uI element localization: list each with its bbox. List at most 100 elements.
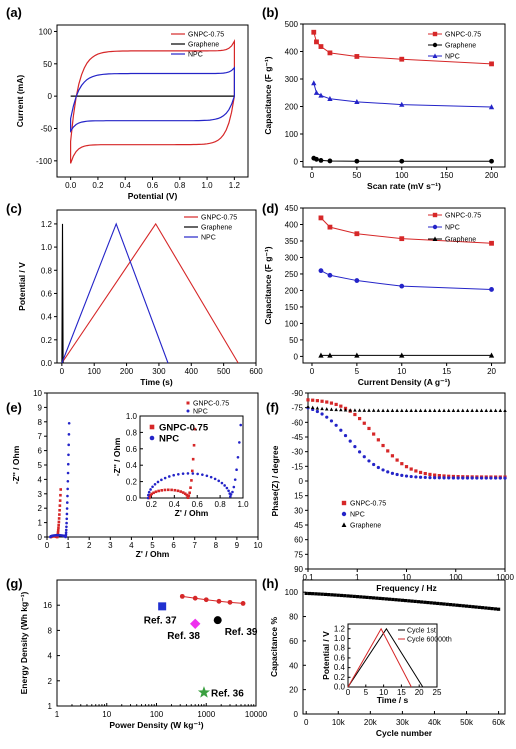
x-tick-label: 1.2	[229, 181, 241, 190]
y-tick-label: 400	[285, 48, 299, 57]
y-tick-label: 0	[294, 158, 299, 167]
data-point	[397, 598, 401, 602]
data-point	[390, 471, 395, 475]
legend-label: GNPC-0.75	[188, 32, 224, 39]
data-point	[381, 408, 385, 412]
inset-x-tick-label: 20	[415, 688, 424, 697]
data-point	[311, 592, 315, 596]
data-point	[489, 476, 493, 480]
data-point	[311, 80, 317, 86]
data-point	[376, 465, 380, 470]
data-point	[404, 598, 408, 603]
inset-point	[187, 494, 191, 497]
data-point	[394, 598, 398, 602]
data-point	[306, 398, 310, 402]
inset-point	[186, 496, 190, 500]
y-tick-label: -75	[291, 404, 303, 413]
y-tick-label: 500	[285, 20, 299, 29]
y-tick-label: 1	[48, 702, 53, 711]
data-point	[475, 476, 479, 480]
x-tick-label: 6	[171, 541, 176, 550]
y-tick-label: 1.0	[41, 243, 53, 252]
data-point	[327, 352, 333, 358]
y-tick-label: 30	[294, 506, 303, 515]
data-point	[399, 56, 405, 62]
data-point	[418, 470, 423, 475]
legend-label: NPC	[350, 512, 365, 519]
inset-point	[232, 485, 236, 489]
inset-y-tick-label: 0.8	[334, 644, 346, 653]
y-tick-label: 20	[289, 686, 298, 695]
inset-x-tick-label: 0.6	[192, 500, 204, 509]
y-tick-label: 0	[38, 533, 43, 542]
data-point	[498, 408, 503, 413]
y-tick-label: 45	[294, 521, 303, 530]
data-point	[461, 408, 465, 413]
data-point	[400, 462, 404, 466]
x-tick-label: 300	[152, 367, 166, 376]
reference-marker	[190, 618, 201, 629]
x-tick-label: 0.8	[174, 181, 186, 190]
data-point	[488, 352, 495, 358]
y-tick-label: 80	[289, 613, 298, 622]
data-point	[327, 95, 333, 101]
reference-marker	[213, 616, 222, 625]
legend-label: GNPC-0.75	[445, 32, 481, 39]
data-point	[376, 408, 381, 412]
data-point	[367, 426, 371, 431]
inset-point	[190, 479, 193, 482]
data-point	[192, 595, 198, 601]
data-point	[489, 408, 493, 413]
legend-label: GNPC-0.75	[350, 501, 386, 508]
data-point	[480, 606, 485, 610]
data-point	[448, 603, 453, 607]
y-tick-label: 3	[38, 490, 43, 499]
y-tick-label: 100	[285, 319, 299, 328]
data-point	[470, 476, 474, 480]
y-tick-label: 100	[39, 27, 53, 36]
data-point	[66, 487, 69, 491]
legend-label: NPC	[445, 225, 460, 232]
x-axis-title: Z' / Ohm	[136, 549, 170, 559]
inset-point	[150, 492, 154, 496]
inset-x-axis-title: Z' / Ohm	[175, 508, 209, 518]
data-point	[368, 596, 372, 600]
data-point	[489, 240, 494, 246]
x-tick-label: 2	[87, 541, 92, 550]
data-point	[66, 471, 70, 475]
inset-point	[181, 491, 185, 494]
x-tick-label: 10	[397, 367, 406, 376]
inset-y-tick-label: 0.0	[126, 494, 138, 503]
data-point	[436, 601, 440, 606]
y-tick-label: 400	[285, 220, 299, 229]
legend-label: GNPC-0.75	[201, 215, 237, 222]
panel-g: 1 10 100 1000 10000 1 2 4 8 16 Power Density (W kg…	[6, 576, 268, 730]
inset-point	[157, 489, 160, 493]
y-tick-label: 450	[285, 204, 299, 213]
legend-marker	[432, 212, 438, 218]
y-tick-label: 0.0	[41, 359, 53, 368]
data-point	[65, 517, 69, 521]
data-point	[310, 405, 315, 409]
data-point	[314, 39, 319, 45]
cv-curve	[70, 66, 235, 134]
y-tick-label: 60	[294, 536, 303, 545]
y-tick-label: 2	[48, 677, 53, 686]
x-tick-label: 0.6	[147, 181, 159, 190]
x-tick-label: 40k	[428, 718, 442, 727]
y-tick-label: 300	[285, 253, 299, 262]
data-point	[416, 600, 421, 604]
data-point	[488, 104, 495, 110]
data-point	[320, 592, 324, 596]
y-tick-label: 300	[285, 75, 299, 84]
data-point	[323, 592, 328, 596]
data-point	[423, 408, 428, 413]
x-tick-label: 200	[120, 367, 134, 376]
data-point	[354, 98, 360, 104]
y-axis-title: Capacitance (F g⁻¹)	[263, 56, 273, 134]
x-tick-label: 100	[395, 171, 409, 180]
data-point	[400, 598, 404, 602]
panel-e: 0 1 2 3 4 5 6 7 8 9 10 0 1 2 3 4 5 6 7 8 9 10 Z' / Ohm -Z'' / O…	[6, 389, 263, 559]
